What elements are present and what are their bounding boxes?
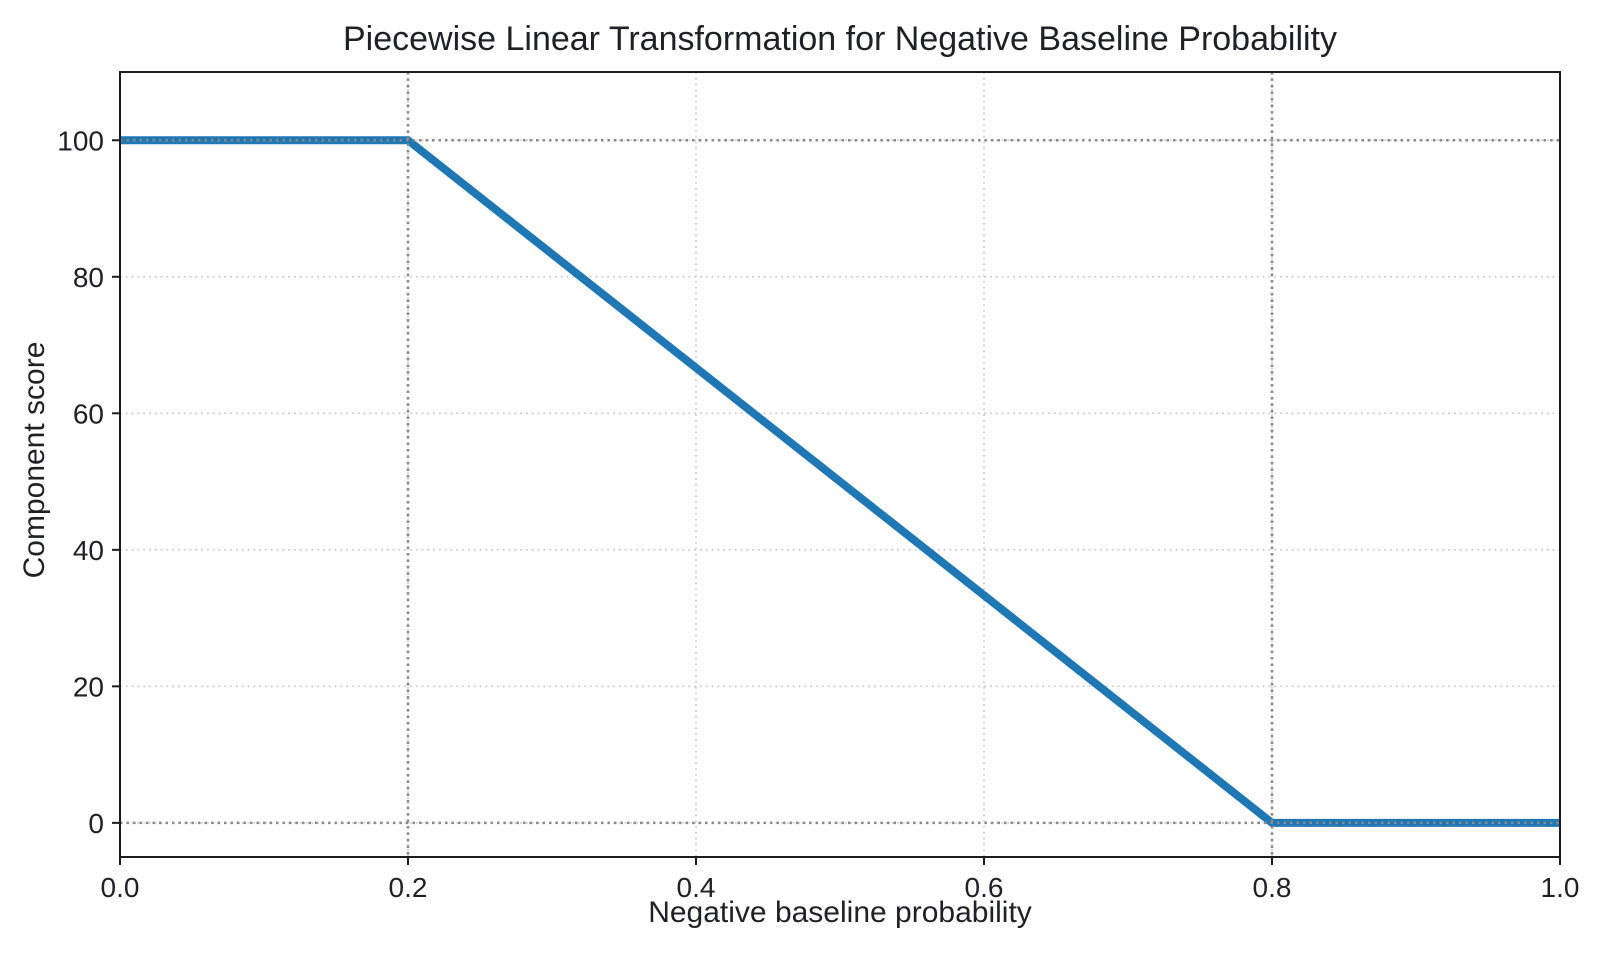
y-tick-label: 80 bbox=[73, 262, 104, 293]
y-tick-label: 40 bbox=[73, 535, 104, 566]
gridlines bbox=[119, 72, 1561, 857]
chart-title: Piecewise Linear Transformation for Nega… bbox=[343, 20, 1337, 58]
series-lines bbox=[120, 136, 1560, 827]
series-component-score bbox=[120, 136, 1560, 827]
x-tick-label: 0.2 bbox=[389, 872, 428, 903]
x-tick-label: 0.0 bbox=[101, 872, 140, 903]
x-tick-label: 0.4 bbox=[677, 872, 716, 903]
x-tick-label: 0.6 bbox=[965, 872, 1004, 903]
axes-spines bbox=[119, 71, 1561, 858]
x-tick-label: 1.0 bbox=[1541, 872, 1580, 903]
x-axis-label: Negative baseline probability bbox=[648, 896, 1032, 929]
y-tick-label: 60 bbox=[73, 398, 104, 429]
y-ticks: 0 20 40 60 80 100 bbox=[57, 125, 120, 839]
x-ticks: 0.0 0.2 0.4 0.6 0.8 1.0 bbox=[101, 857, 1580, 903]
y-tick-label: 0 bbox=[88, 808, 104, 839]
y-tick-label: 20 bbox=[73, 671, 104, 702]
y-tick-label: 100 bbox=[57, 125, 104, 156]
x-tick-label: 0.8 bbox=[1253, 872, 1292, 903]
y-axis-label: Component score bbox=[18, 342, 51, 579]
reference-lines bbox=[120, 72, 1560, 857]
